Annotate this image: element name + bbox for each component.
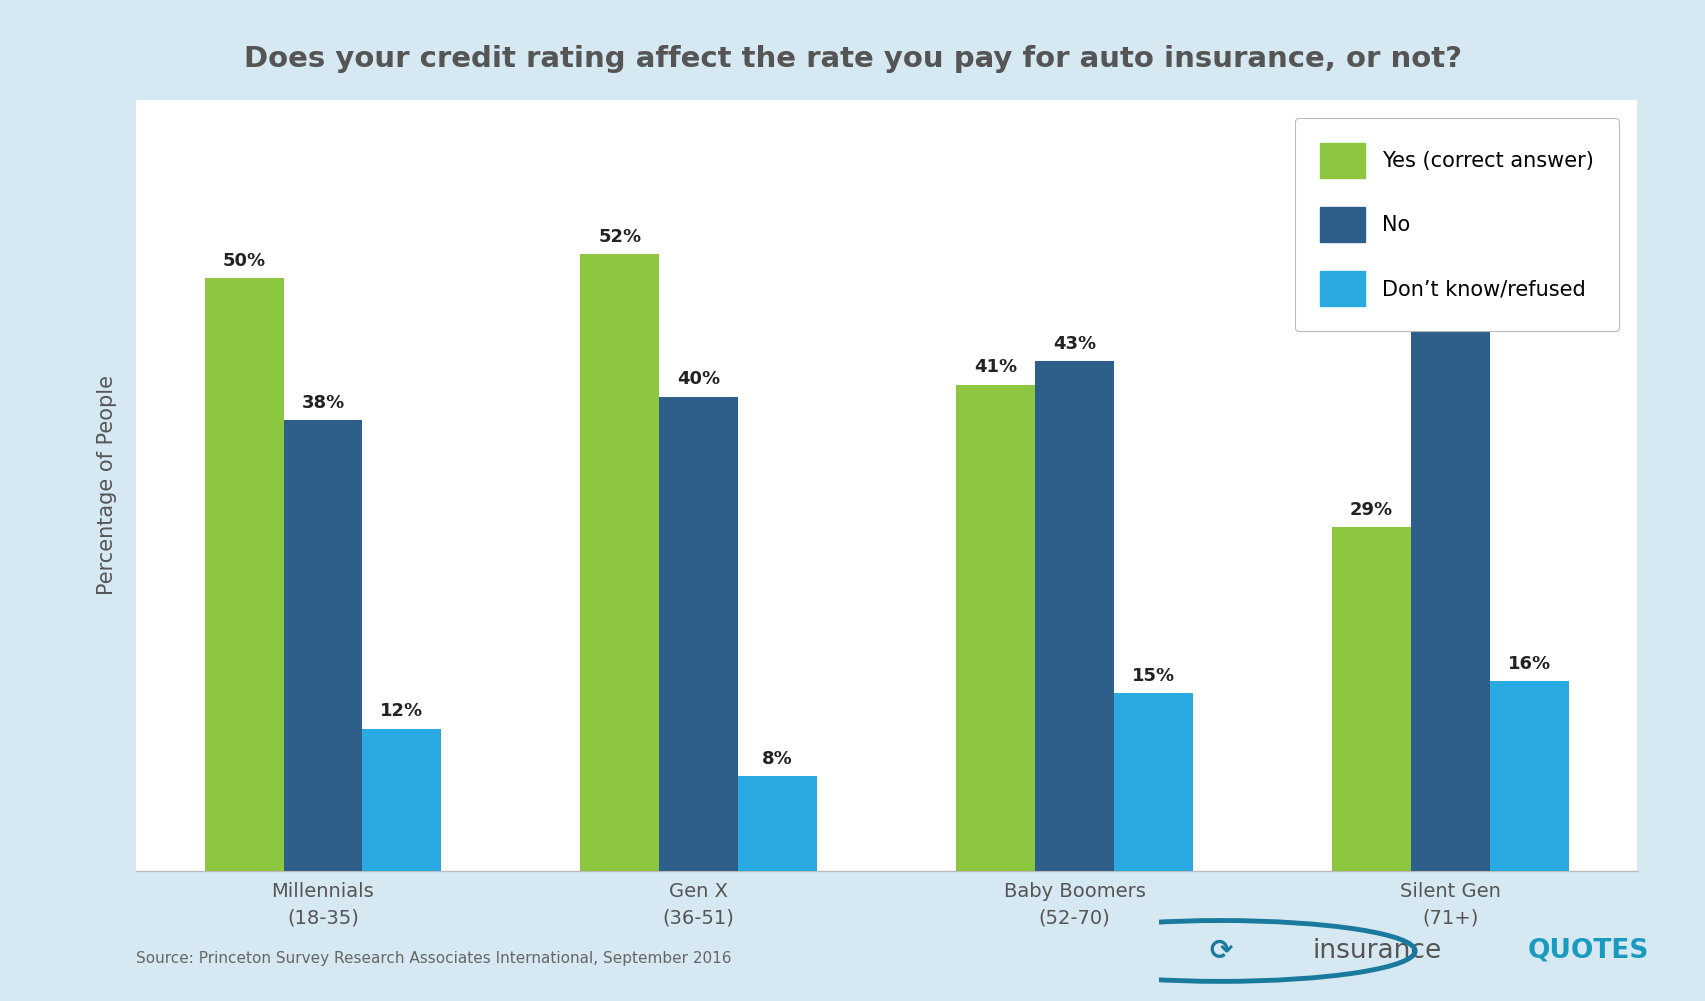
Text: 29%: 29% [1350, 500, 1393, 519]
Text: 52%: 52% [598, 228, 641, 246]
Bar [957, 384, 1035, 871]
Text: 50%: 50% [222, 251, 266, 269]
Text: 43%: 43% [1054, 334, 1096, 352]
Bar [1410, 242, 1490, 871]
Text: insurance: insurance [1313, 938, 1442, 964]
Text: 38%: 38% [302, 394, 344, 412]
Bar [738, 776, 817, 871]
Bar [580, 254, 660, 871]
Text: 8%: 8% [762, 750, 793, 768]
Bar [660, 396, 738, 871]
Legend: Yes (correct answer), No, Don’t know/refused: Yes (correct answer), No, Don’t know/ref… [1294, 118, 1618, 331]
Bar [205, 278, 283, 871]
Text: 15%: 15% [1132, 667, 1175, 685]
Bar [283, 420, 363, 871]
Text: 16%: 16% [1507, 655, 1552, 673]
Bar [1490, 681, 1569, 871]
Text: Does your credit rating affect the rate you pay for auto insurance, or not?: Does your credit rating affect the rate … [244, 45, 1461, 73]
Text: 40%: 40% [677, 370, 720, 388]
Text: 12%: 12% [380, 703, 423, 721]
Y-axis label: Percentage of People: Percentage of People [97, 375, 118, 596]
Text: 41%: 41% [974, 358, 1018, 376]
Bar [1332, 527, 1410, 871]
Text: QUOTES: QUOTES [1528, 938, 1649, 964]
Bar [1035, 361, 1113, 871]
Bar [363, 729, 442, 871]
Bar [1113, 693, 1194, 871]
Text: 53%: 53% [1429, 216, 1471, 234]
Text: ⟳: ⟳ [1209, 937, 1233, 965]
Text: Source: Princeton Survey Research Associates International, September 2016: Source: Princeton Survey Research Associ… [136, 951, 731, 966]
